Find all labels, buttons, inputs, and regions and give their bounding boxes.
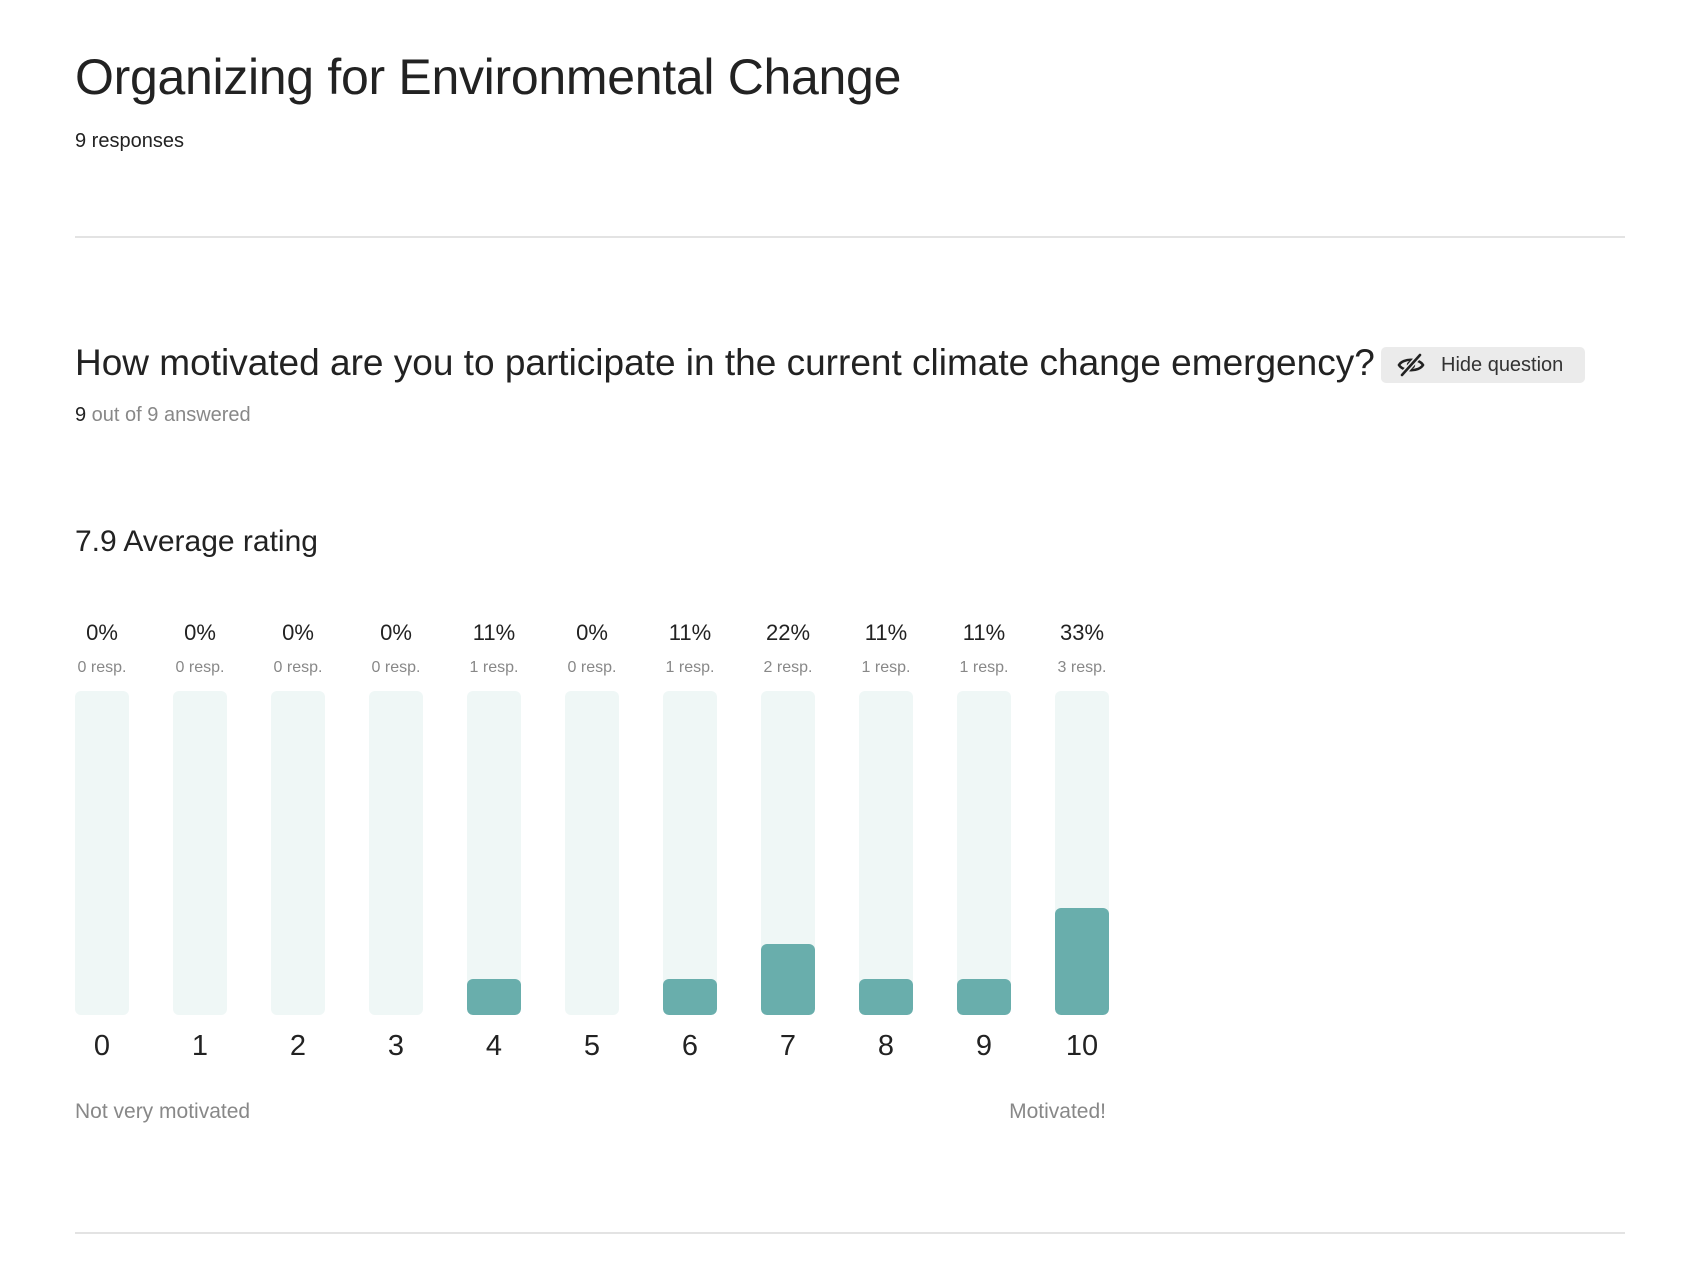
percent-label: 11% (472, 620, 516, 645)
bar-track (859, 691, 913, 1015)
rating-tick-label: 1 (191, 1030, 209, 1062)
bar-track (173, 691, 227, 1015)
bar (957, 979, 1011, 1015)
bar-track (75, 691, 129, 1015)
bar (1055, 908, 1109, 1015)
rating-tick-label: 7 (779, 1030, 797, 1062)
bar-track (663, 691, 717, 1015)
scale-low-label: Not very motivated (75, 1100, 251, 1123)
rating-tick-label: 0 (93, 1030, 111, 1062)
bar (859, 979, 913, 1015)
bar-track (1055, 691, 1109, 1015)
response-count-label: 0 resp. (273, 659, 323, 676)
bar (663, 979, 717, 1015)
response-count-label: 1 resp. (959, 659, 1009, 676)
scale-high-label: Motivated! (1009, 1100, 1106, 1123)
response-count-label: 1 resp. (469, 659, 519, 676)
rating-tick-label: 4 (485, 1030, 503, 1062)
percent-label: 11% (864, 620, 908, 645)
percent-label: 11% (962, 620, 1006, 645)
response-count-label: 0 resp. (175, 659, 225, 676)
percent-label: 33% (1059, 620, 1105, 645)
bar (467, 979, 521, 1015)
section-divider-bottom (75, 1232, 1625, 1234)
response-count-label: 0 resp. (77, 659, 127, 676)
percent-label: 0% (86, 620, 118, 645)
answered-count: 9 out of 9 answered (75, 404, 251, 427)
percent-label: 22% (765, 620, 811, 645)
percent-label: 0% (282, 620, 314, 645)
form-title: Organizing for Environmental Change (75, 49, 902, 105)
answered-suffix: out of 9 answered (86, 404, 251, 426)
bar-track (467, 691, 521, 1015)
percent-label: 0% (380, 620, 412, 645)
percent-label: 11% (668, 620, 712, 645)
response-count: 9 responses (75, 130, 184, 152)
response-count-label: 2 resp. (763, 659, 813, 676)
bar-track (761, 691, 815, 1015)
bar-track (565, 691, 619, 1015)
bar (761, 944, 815, 1015)
response-count-label: 3 resp. (1057, 659, 1107, 676)
bar-track (957, 691, 1011, 1015)
bar-track (369, 691, 423, 1015)
percent-label: 0% (184, 620, 216, 645)
rating-tick-label: 8 (877, 1030, 895, 1062)
eye-slash-icon (1397, 353, 1425, 377)
bar-track (271, 691, 325, 1015)
rating-tick-label: 6 (681, 1030, 699, 1062)
answered-number: 9 (75, 404, 87, 426)
average-rating: 7.9 Average rating (75, 525, 318, 558)
hide-question-label: Hide question (1441, 353, 1564, 376)
rating-tick-label: 2 (289, 1030, 307, 1062)
response-count-label: 0 resp. (371, 659, 421, 676)
hide-question-button[interactable]: Hide question (1381, 347, 1585, 383)
section-divider (75, 236, 1625, 238)
response-count-label: 0 resp. (567, 659, 617, 676)
rating-tick-label: 5 (583, 1030, 601, 1062)
percent-label: 0% (576, 620, 608, 645)
rating-tick-label: 3 (387, 1030, 405, 1062)
question-title: How motivated are you to participate in … (75, 342, 1375, 383)
response-count-label: 1 resp. (861, 659, 911, 676)
response-count-label: 1 resp. (665, 659, 715, 676)
rating-tick-label: 10 (1065, 1030, 1099, 1062)
rating-tick-label: 9 (975, 1030, 993, 1062)
